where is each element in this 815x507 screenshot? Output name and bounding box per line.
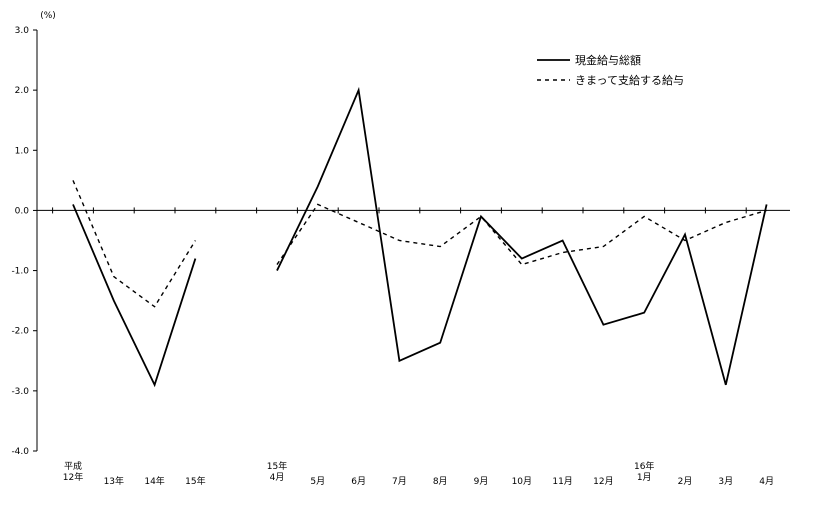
x-tick-label: 7月	[392, 476, 407, 487]
y-tick-label: 2.0	[15, 86, 30, 96]
x-tick-label: 4月	[759, 476, 774, 487]
x-tick-label: 13年	[104, 475, 124, 487]
series-line	[72, 204, 197, 388]
x-tick-label: 10月	[512, 476, 532, 487]
x-tick-label: 平成 12年	[63, 460, 83, 483]
legend-label: きまって支給する給与	[575, 73, 684, 87]
series-line	[276, 86, 768, 386]
y-tick-label: -4.0	[11, 447, 29, 457]
series-line	[276, 203, 767, 266]
y-tick-label: -2.0	[11, 327, 29, 337]
x-tick-label: 14年	[144, 475, 164, 487]
y-tick-label: 3.0	[15, 26, 30, 36]
y-tick-label: 1.0	[15, 146, 30, 156]
x-tick-label: 12月	[593, 476, 613, 487]
series-line	[72, 180, 196, 308]
x-tick-label: 5月	[310, 476, 325, 487]
x-tick-label: 16年 1月	[634, 460, 654, 483]
legend-label: 現金給与総額	[575, 53, 641, 67]
x-tick-label: 8月	[433, 476, 448, 487]
x-tick-label: 15年	[185, 475, 205, 487]
y-tick-label: -3.0	[11, 387, 29, 397]
x-tick-label: 11月	[552, 476, 572, 487]
x-tick-label: 15年 4月	[267, 460, 287, 483]
x-tick-label: 9月	[474, 476, 489, 487]
x-tick-label: 3月	[718, 476, 733, 487]
y-tick-label: -1.0	[11, 267, 29, 277]
unit-label: (%)	[40, 11, 56, 21]
y-tick-label: 0.0	[15, 206, 30, 216]
x-tick-label: 2月	[678, 476, 693, 487]
x-tick-label: 6月	[351, 476, 366, 487]
